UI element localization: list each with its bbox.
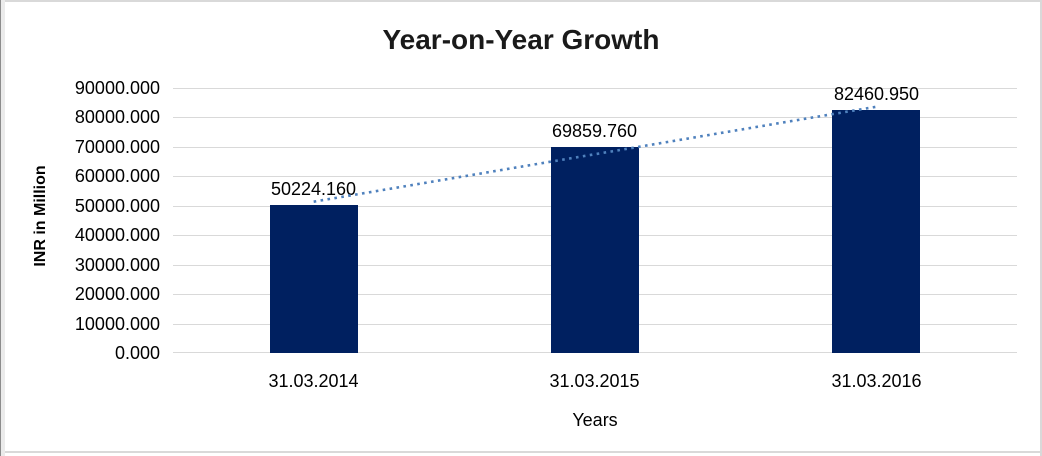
x-axis-tick-labels: 31.03.2014 31.03.2015 31.03.2016 [173,371,1017,393]
frame-border-left [0,0,1,456]
bar-31.03.2015 [551,147,639,353]
y-axis-tick-labels: 0.000 10000.000 20000.000 30000.000 40000.00… [0,78,160,363]
chart-title: Year-on-Year Growth [382,24,660,55]
y-tick-label: 60000.000 [74,166,160,187]
x-tick-label: 31.03.2016 [831,371,922,391]
frame-border-right [1040,0,1042,456]
bar-31.03.2016 [832,110,920,353]
y-tick-label: 70000.000 [74,136,160,157]
frame-border-bottom [0,451,1042,453]
gridline [173,88,1017,89]
data-label: 50224.160 [270,179,357,199]
plot-area: 50224.160 69859.760 82460.950 [173,84,1017,353]
y-tick-label: 80000.000 [74,107,160,128]
y-tick-label: 20000.000 [74,284,160,305]
x-tick-label: 31.03.2015 [549,371,640,391]
x-axis-title: Years [572,410,618,430]
trendline [313,105,877,203]
x-tick-label: 31.03.2014 [268,371,359,391]
y-tick-label: 0.000 [114,343,160,363]
data-label: 69859.760 [551,121,638,141]
frame-border-top [0,0,1042,2]
bar-31.03.2014 [270,205,358,353]
gridline [173,117,1017,118]
data-label: 82460.950 [833,84,920,104]
y-tick-label: 50000.000 [74,195,160,216]
trendline-dotted [313,105,877,203]
y-tick-label: 90000.000 [74,78,160,98]
y-tick-label: 30000.000 [74,254,160,275]
y-tick-label: 10000.000 [74,313,160,334]
y-tick-label: 40000.000 [74,225,160,246]
frame-border-left-inner [1,0,5,456]
